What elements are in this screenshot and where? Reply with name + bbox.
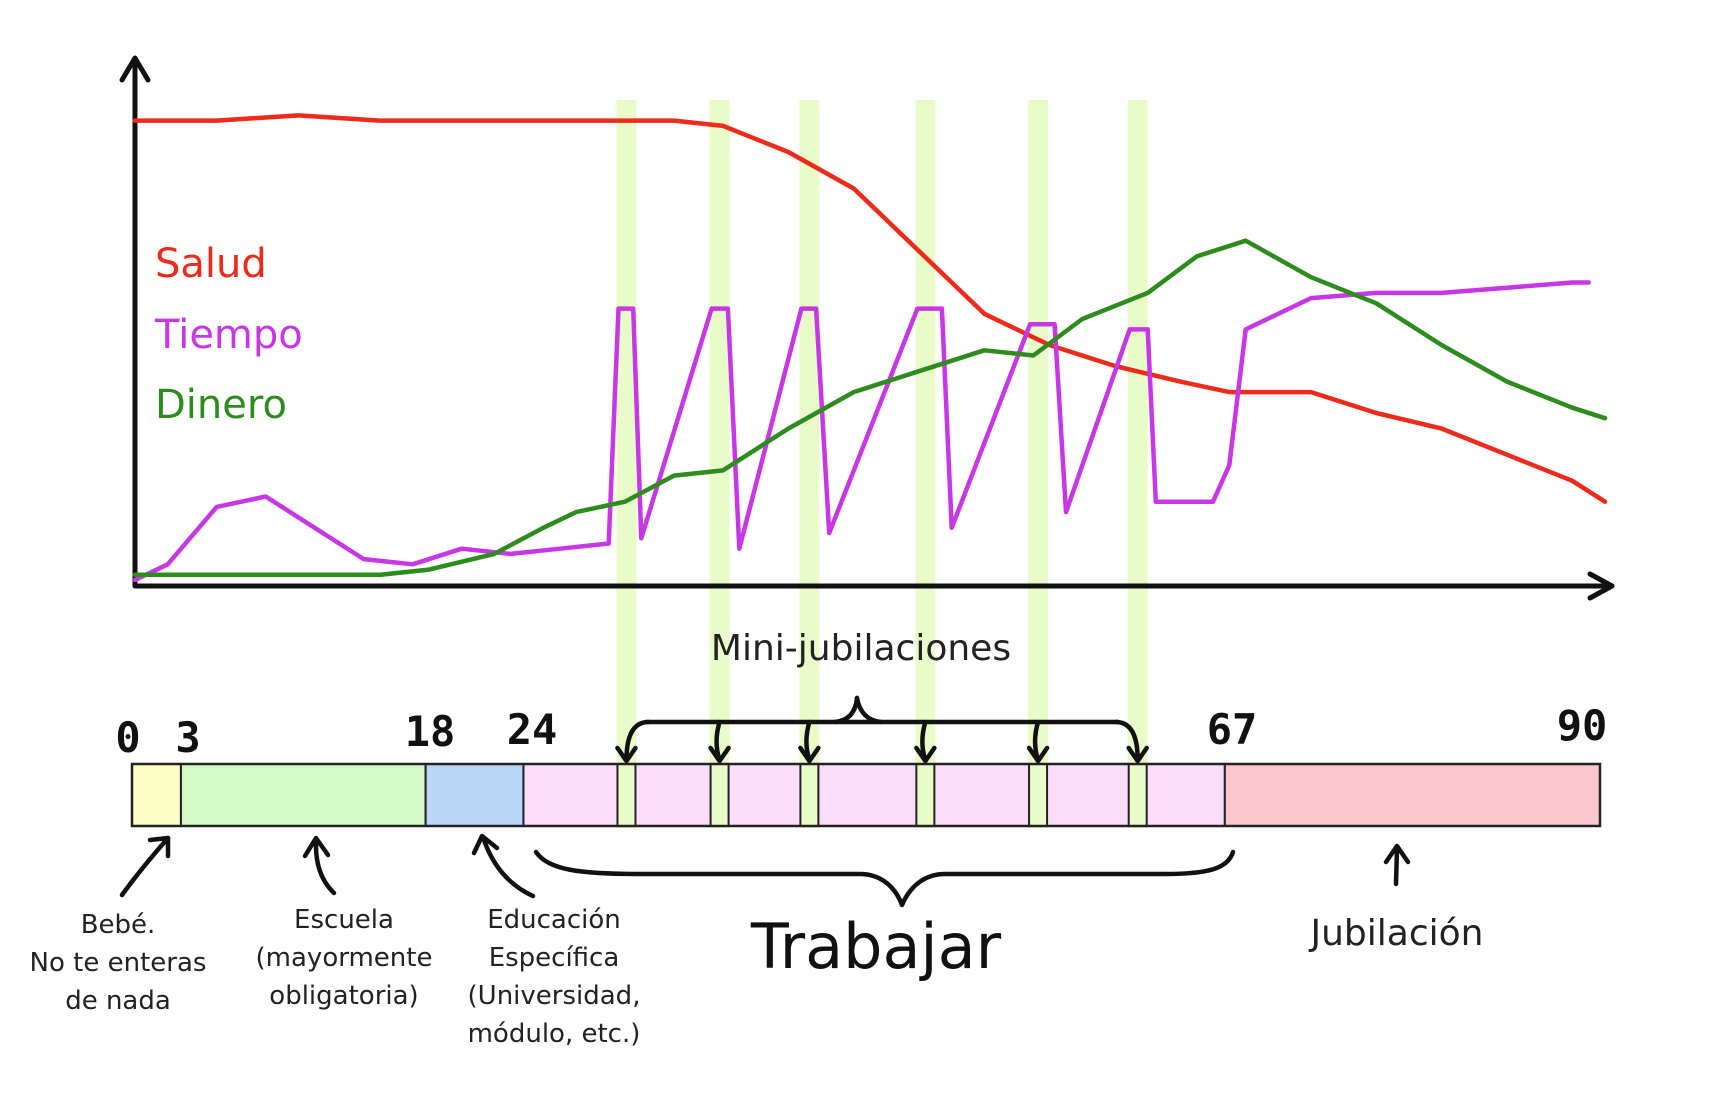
x-axis-arrowhead — [1587, 571, 1615, 601]
baby-label-line3: de nada — [65, 986, 171, 1016]
baby-arrow — [119, 835, 171, 898]
retirement-arrow — [1393, 845, 1400, 887]
tick-age-0: 0 — [115, 713, 140, 762]
school-arrowhead — [302, 835, 331, 859]
tick-age-24: 24 — [507, 705, 558, 754]
highlight-band-5 — [1028, 100, 1049, 828]
education-label-line2: Específica — [489, 943, 620, 973]
mini-arrowhead-4 — [914, 745, 937, 764]
mini-arrow-6 — [1113, 719, 1140, 763]
education-arrow — [481, 837, 536, 899]
baby-arrowhead — [147, 835, 171, 859]
mini-arrowhead-2 — [708, 745, 731, 764]
legend: Salud Tiempo Dinero — [154, 241, 303, 428]
legend-salud: Salud — [155, 241, 267, 287]
highlight-band-1 — [616, 100, 637, 828]
tick-age-3: 3 — [175, 713, 200, 762]
education-label-line1: Educación — [487, 905, 621, 935]
mini-arrowhead-5 — [1026, 745, 1050, 764]
mini-retirements-label: Mini-jubilaciones — [711, 628, 1011, 669]
series-line-tiempo — [132, 280, 1591, 583]
timeline-segment-education — [424, 763, 525, 827]
work-brace — [533, 849, 1236, 908]
legend-dinero: Dinero — [155, 382, 287, 428]
mini-arrowhead-1 — [615, 745, 638, 764]
mini-retirement-arrows — [615, 695, 1149, 764]
school-label-line3: obligatoria) — [269, 981, 418, 1011]
education-label-line3: (Universidad, — [468, 981, 641, 1011]
baby-label-line2: No te enteras — [30, 948, 207, 978]
work-label: Trabajar — [750, 910, 1002, 983]
school-label-line1: Escuela — [294, 905, 394, 935]
timeline-border — [130, 762, 1602, 828]
y-axis-arrowhead — [119, 55, 151, 83]
legend-tiempo: Tiempo — [154, 312, 303, 358]
timeline-mini-break-6 — [1127, 763, 1148, 827]
timeline-mini-break-1 — [616, 763, 637, 827]
mini-arrow-1 — [624, 719, 651, 763]
timeline-mini-break-3 — [799, 763, 820, 827]
bottom-pointer-arrows — [119, 833, 1411, 899]
highlight-band-3 — [799, 100, 820, 828]
highlight-band-6 — [1127, 100, 1148, 828]
series-line-salud — [132, 113, 1608, 504]
highlight-band-4 — [915, 100, 936, 828]
series-line-dinero — [132, 238, 1608, 578]
chart-axes — [119, 55, 1615, 601]
life-timeline-bar — [130, 762, 1602, 828]
timeline-segment-retirement — [1223, 763, 1602, 827]
tick-age-90: 90 — [1557, 701, 1608, 750]
timeline-segment-baby — [131, 763, 182, 827]
timeline-mini-break-4 — [915, 763, 936, 827]
retirement-label: Jubilación — [1309, 913, 1484, 954]
highlight-band-2 — [709, 100, 730, 828]
timeline-mini-break-5 — [1028, 763, 1049, 827]
mini-brace-peak-left — [832, 695, 860, 725]
chart-series — [132, 113, 1608, 583]
tick-age-18: 18 — [405, 707, 456, 756]
timeline-segment-school — [179, 763, 427, 827]
school-arrow — [313, 839, 337, 896]
mini-arrowhead-3 — [798, 745, 821, 764]
tick-age-67: 67 — [1207, 705, 1258, 754]
mini-retirement-highlight-bands — [616, 100, 1148, 828]
retirement-arrowhead — [1383, 843, 1411, 865]
school-label-line2: (mayormente — [256, 943, 433, 973]
education-arrowhead — [471, 833, 500, 856]
education-label-line4: módulo, etc.) — [468, 1019, 641, 1049]
stage-labels: Bebé. No te enteras de nada Escuela (may… — [30, 905, 1484, 1049]
age-ticks: 0 3 18 24 67 90 — [115, 701, 1607, 762]
mini-brace-peak — [854, 695, 884, 725]
baby-label-line1: Bebé. — [81, 910, 156, 940]
timeline-mini-break-2 — [709, 763, 730, 827]
mini-arrowhead-6 — [1126, 745, 1149, 764]
